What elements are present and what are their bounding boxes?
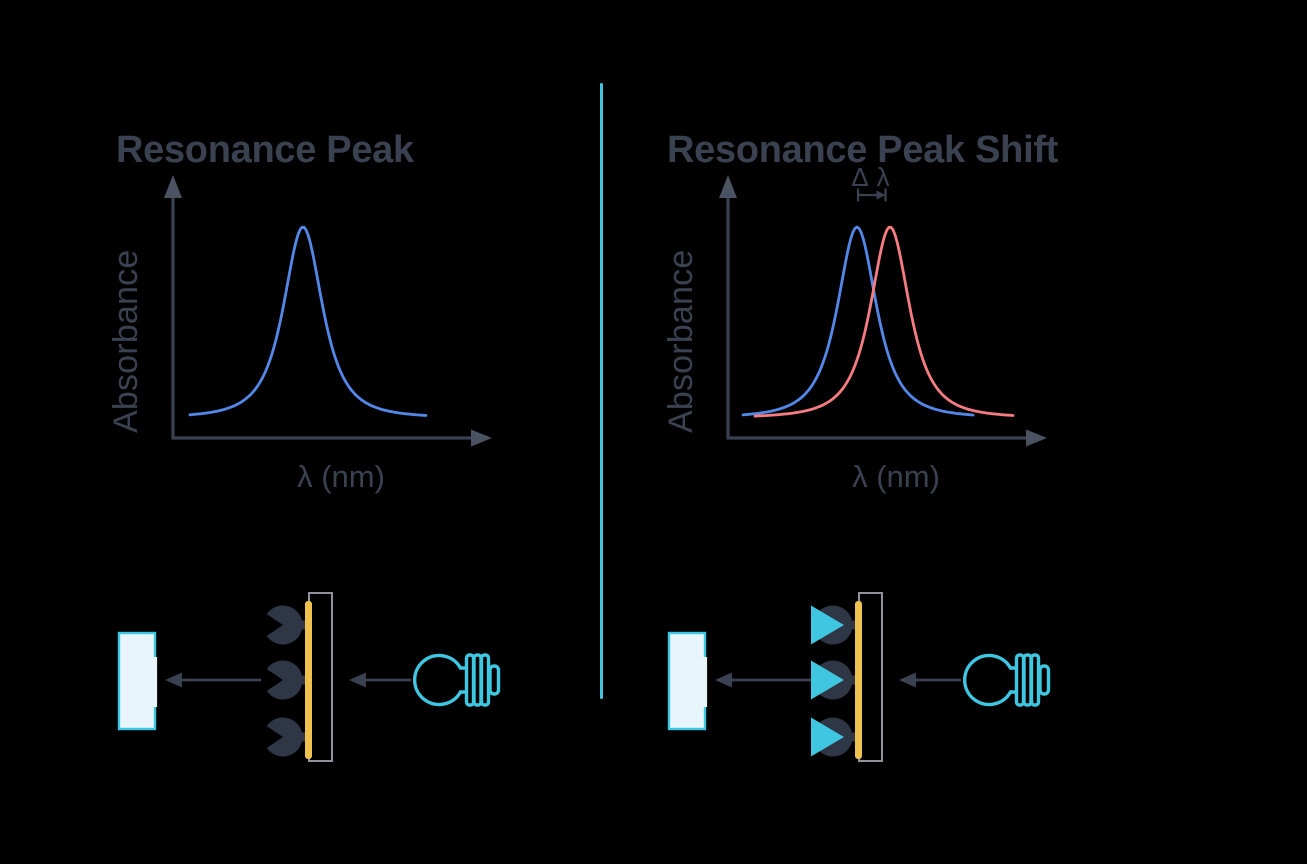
- right-plot-drawing: [719, 175, 1047, 447]
- sensor-chip: [308, 592, 333, 762]
- x-axis-arrowhead-icon: [471, 429, 492, 447]
- right-sensor-diagram: [667, 592, 1051, 762]
- detector-panel: [667, 631, 707, 731]
- detector-border-gap: [152, 657, 158, 707]
- panel-divider: [600, 83, 603, 699]
- delta-lambda-arrowhead-icon: [876, 190, 886, 200]
- receptor-stem: [849, 675, 857, 685]
- right-y-axis-label: Absorbance: [662, 250, 700, 433]
- bulb-globe: [962, 653, 1017, 707]
- y-axis-arrowhead-icon: [719, 175, 737, 198]
- gold-film: [855, 601, 862, 759]
- bulb-screw-ridge: [479, 653, 491, 707]
- delta-lambda-label: Δ λ: [851, 162, 890, 192]
- receptor-icon: [266, 717, 303, 757]
- receptor-icon: [266, 660, 303, 700]
- right-x-axis-label: λ (nm): [852, 459, 940, 494]
- gold-film: [305, 601, 312, 759]
- bulb-globe: [412, 653, 467, 707]
- sensor-chip: [858, 592, 883, 762]
- right-panel-title: Resonance Peak Shift: [667, 128, 1059, 171]
- receptor-stem: [299, 620, 307, 630]
- analyte-triangle-icon: [811, 605, 844, 645]
- bulb-screw-ridge: [1029, 653, 1041, 707]
- original-peak-curve: [741, 225, 975, 417]
- resonance-peak-curve: [188, 225, 428, 417]
- to-detector-arrowhead-icon: [715, 672, 732, 688]
- receptor-stem: [849, 620, 857, 630]
- left-sensor-diagram: [117, 592, 501, 762]
- left-panel-title: Resonance Peak: [116, 128, 414, 171]
- detector-border-gap: [702, 657, 708, 707]
- bulb-tip: [488, 664, 501, 696]
- left-absorbance-plot: Absorbance λ (nm): [107, 175, 492, 494]
- from-bulb-arrowhead-icon: [899, 672, 916, 688]
- shifted-peak-curve: [753, 225, 1015, 418]
- from-bulb-arrowhead-icon: [349, 672, 366, 688]
- analyte-triangle-icon: [811, 717, 844, 757]
- left-y-axis-label: Absorbance: [107, 250, 145, 433]
- to-detector-arrowhead-icon: [165, 672, 182, 688]
- bulb-tip: [1038, 664, 1051, 696]
- right-absorbance-plot: Absorbance λ (nm) Δ λ: [662, 162, 1047, 494]
- light-bulb-icon: [962, 653, 1051, 707]
- analyte-triangle-icon: [811, 660, 844, 700]
- light-bulb-icon: [412, 653, 501, 707]
- receptor-stem: [849, 732, 857, 742]
- left-x-axis-label: λ (nm): [297, 459, 385, 494]
- x-axis-arrowhead-icon: [1026, 429, 1047, 447]
- receptor-stem: [299, 732, 307, 742]
- y-axis-arrowhead-icon: [164, 175, 182, 198]
- receptor-icon: [266, 605, 303, 645]
- left-plot-drawing: [164, 175, 492, 447]
- receptor-stem: [299, 675, 307, 685]
- detector-panel: [117, 631, 157, 731]
